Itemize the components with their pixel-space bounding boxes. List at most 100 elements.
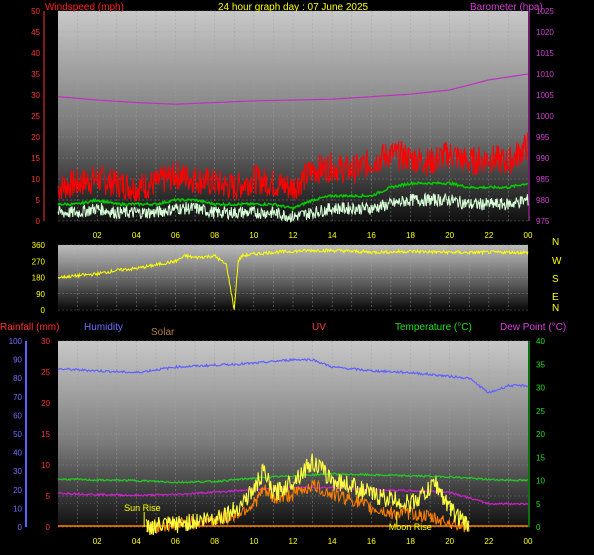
humidity-tick: 40 — [13, 449, 22, 458]
hour-tick: 16 — [367, 537, 376, 546]
temperature-tick: 10 — [536, 477, 545, 486]
hour-tick: 20 — [445, 231, 454, 240]
windspeed-tick: 50 — [31, 7, 40, 16]
humidity-tick: 0 — [18, 523, 23, 532]
humidity-tick: 30 — [13, 467, 22, 476]
rain-tick: 0 — [46, 523, 51, 532]
annotations: Sun Rise Moon Rise — [124, 503, 432, 532]
humidity-tick: 80 — [13, 374, 22, 383]
barometer-tick: 1015 — [536, 49, 554, 58]
series-wind — [57, 192, 529, 223]
hour-tick: 10 — [249, 231, 258, 240]
barometer-tick: 980 — [536, 196, 550, 205]
grid-lines — [58, 10, 528, 528]
hour-tick: 00 — [524, 231, 533, 240]
series-uv — [145, 453, 470, 536]
direction-tick: 270 — [32, 257, 46, 266]
barometer-tick: 990 — [536, 154, 550, 163]
windspeed-tick: 0 — [36, 217, 41, 226]
temperature-tick: 40 — [536, 337, 545, 346]
series-barometer — [57, 73, 529, 105]
compass-label: N — [552, 237, 559, 248]
humidity-tick: 10 — [13, 504, 22, 513]
windspeed-tick: 15 — [31, 154, 40, 163]
series-direction — [57, 248, 529, 310]
temperature-tick: 20 — [536, 430, 545, 439]
hour-tick: 14 — [328, 231, 337, 240]
temperature-tick: 5 — [536, 500, 541, 509]
series-average — [57, 180, 529, 212]
barometer-tick: 1025 — [536, 7, 554, 16]
series-gust — [57, 131, 529, 202]
axis-ticks: 0510152025303540455097598098599099510001… — [9, 7, 555, 546]
hour-tick: 06 — [171, 537, 180, 546]
windspeed-tick: 20 — [31, 133, 40, 142]
rain-tick: 5 — [46, 492, 51, 501]
temperature-tick: 30 — [536, 384, 545, 393]
rain-tick: 30 — [41, 337, 50, 346]
data-series — [57, 73, 529, 536]
humidity-tick: 60 — [13, 411, 22, 420]
series-temperature — [57, 472, 529, 484]
hour-tick: 16 — [367, 231, 376, 240]
hour-tick: 06 — [171, 231, 180, 240]
barometer-tick: 1005 — [536, 91, 554, 100]
rainfall-label: Rainfall (mm) — [0, 322, 59, 333]
annotation-label: Moon Rise — [389, 522, 432, 532]
temperature-tick: 35 — [536, 360, 545, 369]
barometer-tick: 1000 — [536, 112, 554, 121]
barometer-tick: 975 — [536, 217, 550, 226]
windspeed-tick: 5 — [36, 196, 41, 205]
windspeed-tick: 25 — [31, 112, 40, 121]
dew-point-label: Dew Point (°C) — [500, 322, 566, 333]
graph-title: 24 hour graph day : 07 June 2025 — [218, 2, 369, 13]
barometer-tick: 985 — [536, 175, 550, 184]
direction-tick: 90 — [36, 290, 45, 299]
hour-tick: 08 — [210, 231, 219, 240]
hour-tick: 00 — [524, 537, 533, 546]
hour-tick: 22 — [484, 537, 493, 546]
hour-tick: 04 — [132, 537, 141, 546]
barometer-axis-label: Barometer (hpa) — [470, 2, 543, 13]
hour-tick: 18 — [406, 537, 415, 546]
direction-tick: 360 — [32, 241, 46, 250]
temperature-tick: 0 — [536, 523, 541, 532]
humidity-label: Humidity — [84, 322, 123, 333]
humidity-tick: 70 — [13, 393, 22, 402]
compass-label: E — [552, 292, 559, 303]
hour-tick: 08 — [210, 537, 219, 546]
humidity-tick: 50 — [13, 430, 22, 439]
windspeed-tick: 40 — [31, 49, 40, 58]
hour-tick: 10 — [249, 537, 258, 546]
barometer-tick: 1020 — [536, 28, 554, 37]
rain-tick: 20 — [41, 399, 50, 408]
rain-tick: 15 — [41, 430, 50, 439]
compass-label: W — [552, 256, 562, 267]
annotation-label: Sun Rise — [124, 503, 161, 513]
rain-tick: 10 — [41, 461, 50, 470]
series-humidity — [57, 357, 529, 394]
uv-label: UV — [312, 322, 326, 333]
hour-tick: 02 — [93, 231, 102, 240]
hour-tick: 22 — [484, 231, 493, 240]
temperature-tick: 25 — [536, 407, 545, 416]
hour-tick: 12 — [289, 231, 298, 240]
windspeed-tick: 10 — [31, 175, 40, 184]
windspeed-tick: 35 — [31, 70, 40, 79]
windspeed-axis-label: Windspeed (mph) — [45, 2, 124, 13]
hour-tick: 20 — [445, 537, 454, 546]
rain-tick: 25 — [41, 368, 50, 377]
compass-label: S — [552, 274, 559, 285]
temperature-tick: 15 — [536, 453, 545, 462]
hour-tick: 12 — [289, 537, 298, 546]
hour-tick: 18 — [406, 231, 415, 240]
windspeed-tick: 45 — [31, 28, 40, 37]
barometer-tick: 1010 — [536, 70, 554, 79]
humidity-tick: 90 — [13, 356, 22, 365]
hour-tick: 14 — [328, 537, 337, 546]
humidity-tick: 100 — [9, 337, 23, 346]
windspeed-tick: 30 — [31, 91, 40, 100]
direction-tick: 180 — [32, 274, 46, 283]
